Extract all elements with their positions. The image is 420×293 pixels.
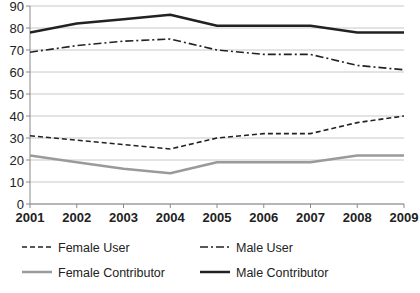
x-tick-label: 2001	[16, 210, 45, 225]
legend-label: Male Contributor	[236, 266, 328, 280]
y-tick	[26, 204, 30, 205]
legend-label: Female Contributor	[58, 266, 165, 280]
legend-swatch	[22, 271, 52, 274]
x-tick-label: 2005	[203, 210, 232, 225]
y-tick	[26, 6, 30, 7]
y-tick-label: 30	[10, 131, 24, 146]
x-tick	[310, 204, 311, 208]
y-tick-label: 80	[10, 21, 24, 36]
x-tick-label: 2008	[343, 210, 372, 225]
x-tick	[263, 204, 264, 208]
y-axis	[30, 6, 31, 204]
y-tick	[26, 182, 30, 183]
y-tick-label: 10	[10, 175, 24, 190]
legend-swatch	[22, 246, 52, 248]
chart-svg: 0102030405060708090200120022003200420052…	[0, 0, 420, 293]
x-tick-label: 2006	[249, 210, 278, 225]
legend-label: Female User	[58, 241, 130, 255]
legend-label: Male User	[236, 241, 293, 255]
y-tick-label: 60	[10, 65, 24, 80]
x-tick-label: 2002	[62, 210, 91, 225]
grid-line	[30, 116, 404, 117]
y-tick	[26, 28, 30, 29]
y-tick-label: 50	[10, 87, 24, 102]
series-line	[30, 15, 404, 33]
y-tick	[26, 138, 30, 139]
series-line	[30, 116, 404, 149]
legend-swatch	[200, 271, 230, 274]
x-tick	[217, 204, 218, 208]
x-tick-label: 2007	[296, 210, 325, 225]
series-line	[30, 39, 404, 70]
series-line	[30, 156, 404, 174]
grid-line	[30, 160, 404, 161]
grid-line	[30, 94, 404, 95]
y-tick	[26, 94, 30, 95]
x-tick	[30, 204, 31, 208]
y-tick	[26, 160, 30, 161]
grid-line	[30, 182, 404, 183]
y-tick-label: 40	[10, 109, 24, 124]
y-tick	[26, 72, 30, 73]
y-tick-label: 70	[10, 43, 24, 58]
x-tick	[123, 204, 124, 208]
grid-line	[30, 72, 404, 73]
x-tick	[404, 204, 405, 208]
x-tick-label: 2009	[390, 210, 419, 225]
legend-swatch	[200, 246, 230, 248]
x-tick	[357, 204, 358, 208]
x-tick-label: 2003	[109, 210, 138, 225]
y-tick	[26, 116, 30, 117]
y-tick-label: 90	[10, 0, 24, 14]
y-tick	[26, 50, 30, 51]
x-tick	[170, 204, 171, 208]
plot-area	[30, 15, 404, 173]
grid-line	[30, 6, 404, 7]
x-tick	[76, 204, 77, 208]
chart-container: 0102030405060708090200120022003200420052…	[0, 0, 420, 293]
y-tick-label: 20	[10, 153, 24, 168]
x-tick-label: 2004	[156, 210, 186, 225]
grid-line	[30, 28, 404, 29]
